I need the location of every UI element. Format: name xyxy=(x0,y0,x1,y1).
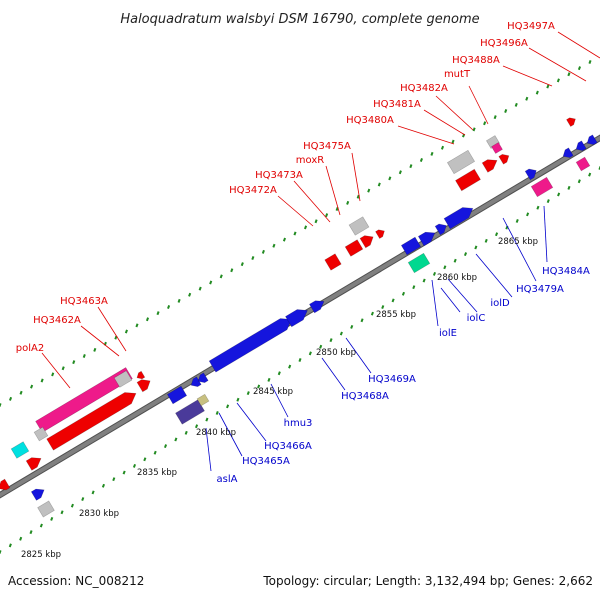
gene-hq3472a[interactable] xyxy=(324,253,342,271)
gene-moxr-2[interactable] xyxy=(359,232,376,249)
gene-label-hmu3[interactable]: hmu3 xyxy=(284,418,313,429)
gene-hq3497a[interactable] xyxy=(566,116,578,127)
gene-label-hq3463a[interactable]: HQ3463A xyxy=(60,296,108,307)
gene-hq3479a[interactable] xyxy=(524,166,539,181)
gene-tri-red-a[interactable] xyxy=(135,370,146,381)
gene-hq3481a[interactable] xyxy=(481,156,500,173)
gene-hq3484a-a[interactable] xyxy=(561,147,574,160)
gene-cyan[interactable] xyxy=(10,441,30,459)
kbp-label-2835: 2835 kbp xyxy=(137,468,177,478)
gene-label-iolc[interactable]: iolC xyxy=(467,313,486,324)
gene-iole[interactable] xyxy=(400,236,422,256)
gene-tri-red-b[interactable] xyxy=(375,228,387,239)
label-leader-lines xyxy=(41,31,600,472)
gene-hq3468a[interactable] xyxy=(208,314,295,373)
kbp-label-2855: 2855 kbp xyxy=(376,310,416,320)
kbp-label-2825: 2825 kbp xyxy=(21,550,61,560)
gene-pink-lower-2[interactable] xyxy=(575,156,591,172)
kbp-label-2830: 2830 kbp xyxy=(79,509,119,519)
gene-hq3479a-green[interactable] xyxy=(407,252,431,274)
gene-red-small[interactable] xyxy=(25,454,44,471)
position-labels: 2825 kbp 2830 kbp 2835 kbp 2840 kbp 2845… xyxy=(21,237,538,560)
gene-label-hq3466a[interactable]: HQ3466A xyxy=(264,441,312,452)
gene-hq3475a[interactable] xyxy=(348,216,370,236)
gene-label-mutt[interactable]: mutT xyxy=(444,69,471,80)
gene-hq3480a[interactable] xyxy=(455,168,481,192)
gene-hq3466a-a[interactable] xyxy=(189,376,202,389)
gene-label-moxr[interactable]: moxR xyxy=(296,155,324,166)
gene-mutt[interactable] xyxy=(491,142,503,154)
gene-pola2[interactable] xyxy=(35,367,133,433)
gene-hq3466a-b[interactable] xyxy=(196,372,209,385)
upper-tick-row xyxy=(0,60,592,407)
gene-hq3482a[interactable] xyxy=(498,152,511,165)
gene-hmu3[interactable] xyxy=(196,393,210,407)
gene-moxr[interactable] xyxy=(344,239,364,257)
gene-features xyxy=(0,116,598,518)
kbp-label-2865: 2865 kbp xyxy=(498,237,538,247)
gene-label-hq3465a[interactable]: HQ3465A xyxy=(242,456,290,467)
gene-gray-lower[interactable] xyxy=(37,500,55,518)
gene-iold[interactable] xyxy=(443,203,476,230)
gene-gray-small[interactable] xyxy=(33,426,49,442)
gene-iolc-2[interactable] xyxy=(434,221,449,236)
tick-marks xyxy=(0,60,600,554)
gene-label-hq3475a[interactable]: HQ3475A xyxy=(303,141,351,152)
gene-label-hq3480a[interactable]: HQ3480A xyxy=(346,115,394,126)
kbp-label-2840: 2840 kbp xyxy=(196,428,236,438)
gene-label-hq3484a[interactable]: HQ3484A xyxy=(542,266,590,277)
kbp-label-2845: 2845 kbp xyxy=(253,387,293,397)
genome-summary-text: Topology: circular; Length: 3,132,494 bp… xyxy=(262,574,593,588)
gene-label-hq3482a[interactable]: HQ3482A xyxy=(400,83,448,94)
gene-hq3463a[interactable] xyxy=(113,370,133,388)
gene-hq3484a-b[interactable] xyxy=(574,140,587,153)
lower-tick-row xyxy=(0,166,600,554)
gene-hq3469a-2[interactable] xyxy=(309,297,326,314)
gene-hq3465a[interactable] xyxy=(166,385,188,405)
accession-text: Accession: NC_008212 xyxy=(8,574,144,588)
gene-pink-lower[interactable] xyxy=(530,176,554,198)
gene-asla[interactable] xyxy=(175,399,205,425)
gene-small-blue[interactable] xyxy=(30,486,46,501)
gene-label-hq3472a[interactable]: HQ3472A xyxy=(229,185,277,196)
gene-label-hq3469a[interactable]: HQ3469A xyxy=(368,374,416,385)
gene-hq3463a-red[interactable] xyxy=(136,376,153,393)
gene-label-hq3462a[interactable]: HQ3462A xyxy=(33,315,81,326)
gene-hq3462a[interactable] xyxy=(46,388,140,451)
lower-labels: HQ3484A HQ3479A iolD iolC iolE HQ3469A H… xyxy=(217,266,590,485)
gene-label-hq3488a[interactable]: HQ3488A xyxy=(452,55,500,66)
gene-label-hq3479a[interactable]: HQ3479A xyxy=(516,284,564,295)
gene-label-hq3497a[interactable]: HQ3497A xyxy=(507,21,555,32)
gene-label-hq3473a[interactable]: HQ3473A xyxy=(255,170,303,181)
gene-label-pola2[interactable]: polA2 xyxy=(16,343,44,354)
map-title: Haloquadratum walsbyi DSM 16790, complet… xyxy=(120,12,479,27)
gene-gray-upper[interactable] xyxy=(446,149,476,175)
gene-label-hq3481a[interactable]: HQ3481A xyxy=(373,99,421,110)
upper-labels: HQ3497A HQ3496A HQ3488A mutT HQ3482A HQ3… xyxy=(16,21,555,354)
gene-label-iole[interactable]: iolE xyxy=(439,328,457,339)
kbp-label-2860: 2860 kbp xyxy=(437,273,477,283)
gene-label-hq3496a[interactable]: HQ3496A xyxy=(480,38,528,49)
kbp-label-2850: 2850 kbp xyxy=(316,348,356,358)
gene-hq3469a[interactable] xyxy=(285,305,310,328)
gene-label-hq3468a[interactable]: HQ3468A xyxy=(341,391,389,402)
gene-label-iold[interactable]: iolD xyxy=(490,298,510,309)
gene-hq3484a-c[interactable] xyxy=(585,134,598,147)
gene-label-asla[interactable]: aslA xyxy=(217,474,238,485)
gene-iolc[interactable] xyxy=(417,228,437,247)
gene-tri-red-edge[interactable] xyxy=(0,478,11,493)
